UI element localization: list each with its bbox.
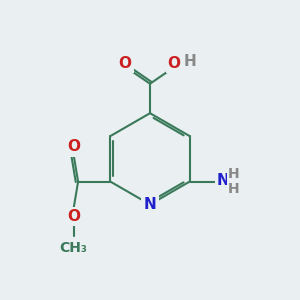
- Text: N: N: [217, 173, 230, 188]
- Text: H: H: [228, 182, 239, 196]
- Text: O: O: [118, 56, 131, 70]
- Text: N: N: [144, 197, 156, 212]
- Text: CH₃: CH₃: [60, 241, 88, 254]
- Text: H: H: [228, 167, 239, 181]
- Text: O: O: [67, 209, 80, 224]
- Text: H: H: [183, 54, 196, 69]
- Text: O: O: [168, 56, 181, 70]
- Text: O: O: [67, 140, 80, 154]
